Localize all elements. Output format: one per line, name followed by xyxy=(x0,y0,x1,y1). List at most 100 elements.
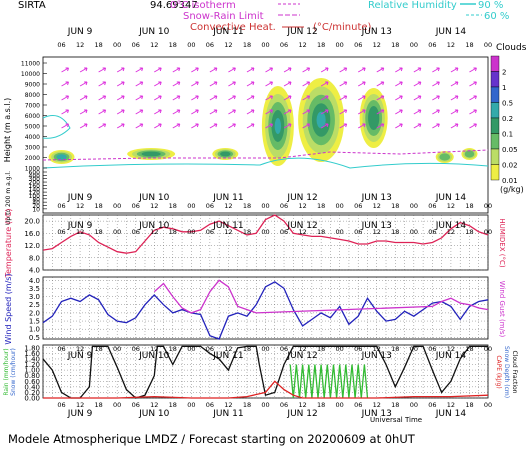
hour-tick-label: 00 xyxy=(484,401,492,409)
ytick-label: 8.0 xyxy=(29,254,40,262)
wind-arrow xyxy=(228,123,236,129)
hour-tick-label: 12 xyxy=(373,202,381,210)
wind-arrow xyxy=(450,109,459,115)
wind-arrow xyxy=(395,109,403,115)
cape-ylabel: CAPE (kJ/g) xyxy=(495,355,502,388)
wind-arrow xyxy=(154,95,162,101)
wind-arrow xyxy=(79,67,88,73)
wind-arrow xyxy=(339,123,348,129)
cloud-ytick: 200 xyxy=(29,180,41,187)
hour-tick-label: 18 xyxy=(317,401,325,409)
wind-arrow xyxy=(98,123,107,129)
day-label-precip: JUN 11 xyxy=(212,351,243,361)
wind-arrow xyxy=(209,123,218,129)
colorbar-label: 1 xyxy=(502,84,506,92)
cloud-fraction-ylabel: Cloud Fraction xyxy=(511,351,518,394)
hour-tick-label: 18 xyxy=(169,401,177,409)
hour-tick-label: 18 xyxy=(391,345,399,353)
cloud-ytick: 120 xyxy=(29,190,41,197)
wind-arrow xyxy=(320,81,329,87)
wind-arrow xyxy=(320,67,329,73)
hour-tick-label: 12 xyxy=(447,401,455,409)
hour-tick-label: 00 xyxy=(261,345,269,353)
wind-arrow xyxy=(79,81,88,87)
cloud-blob-4-4 xyxy=(316,111,326,129)
wind-arrow xyxy=(450,81,459,87)
rh-contour-1 xyxy=(42,115,71,139)
hour-tick-label: 06 xyxy=(428,228,436,236)
wind-arrow xyxy=(79,109,88,115)
rh-label: Relative Humidity xyxy=(368,0,457,11)
colorbar-label: 0.05 xyxy=(502,146,518,154)
wind-arrow xyxy=(432,123,440,129)
hour-tick-label: 18 xyxy=(465,345,473,353)
day-label-temp: JUN 13 xyxy=(361,221,392,231)
hour-tick-label: 00 xyxy=(484,345,492,353)
day-label-top: JUN 13 xyxy=(361,27,392,37)
cloud-ytick: 20 xyxy=(32,203,40,210)
convective-label: Convective Heat. xyxy=(190,22,276,33)
wind-arrow xyxy=(339,81,348,87)
wind-arrow xyxy=(376,81,385,87)
wind-arrow xyxy=(172,109,181,115)
hour-tick-label: 18 xyxy=(317,345,325,353)
cloud-ytick: 8000 xyxy=(25,92,40,99)
wind-arrow xyxy=(320,109,329,115)
day-label-bottom: JUN 11 xyxy=(212,409,243,419)
wind-arrow xyxy=(228,81,236,87)
cloud-field xyxy=(42,67,489,169)
hour-tick-label: 06 xyxy=(280,345,288,353)
ytick-label: 1.60 xyxy=(24,350,40,358)
wind-arrow xyxy=(98,109,107,115)
hour-tick-label: 18 xyxy=(94,41,102,49)
hour-tick-label: 06 xyxy=(280,228,288,236)
colorbar-swatch xyxy=(490,86,500,103)
wind-arrow xyxy=(376,95,385,101)
hour-tick-label: 12 xyxy=(298,228,306,236)
colorbar-swatch xyxy=(490,102,500,119)
wind-arrow xyxy=(135,67,144,73)
cloud-ytick: 6000 xyxy=(25,113,40,120)
cloud-ytick: 10 xyxy=(32,206,40,213)
wind-arrow xyxy=(191,95,199,101)
hour-tick-label: 12 xyxy=(298,401,306,409)
wind-arrow xyxy=(283,81,292,87)
wind-arrow xyxy=(376,109,385,115)
hour-tick-label: 06 xyxy=(354,401,362,409)
hour-tick-label: 12 xyxy=(224,401,232,409)
series-layer xyxy=(42,214,489,399)
hour-tick-label: 00 xyxy=(187,41,195,49)
hour-tick-label: 00 xyxy=(187,401,195,409)
wind-arrow xyxy=(61,109,70,115)
hour-tick-label: 12 xyxy=(224,41,232,49)
hour-tick-label: 06 xyxy=(206,202,214,210)
day-label-bottom: JUN 14 xyxy=(435,409,467,419)
ytick-label: 4.0 xyxy=(29,277,40,285)
cloud-ytick: 100 xyxy=(29,193,41,200)
day-label-top: JUN 14 xyxy=(435,27,467,37)
ytick-label: 1.40 xyxy=(24,355,40,363)
hour-tick-label: 18 xyxy=(391,401,399,409)
ytick-label: 2.0 xyxy=(29,309,40,317)
wind-arrow xyxy=(469,123,477,129)
series-line-cloud-fraction xyxy=(42,345,488,399)
hour-tick-label: 00 xyxy=(484,41,492,49)
cloud-ytick: 5000 xyxy=(25,124,40,131)
snow-depth-ylabel: Snow Depth (cm) xyxy=(503,346,510,398)
wind-arrow xyxy=(283,67,292,73)
day-label-top: JUN 12 xyxy=(286,27,317,37)
wind-arrow xyxy=(191,81,199,87)
wind-arrow xyxy=(116,81,125,87)
cloud-ylabel: Height (m a.s.l.) xyxy=(3,98,12,163)
day-label-bottom: JUN 9 xyxy=(67,409,93,419)
day-label-cloud: JUN 13 xyxy=(361,193,392,203)
hour-tick-label: 06 xyxy=(132,202,140,210)
hour-tick-label: 00 xyxy=(410,401,418,409)
rh-90: 90 % xyxy=(478,0,503,11)
wind-arrow xyxy=(339,95,348,101)
ytick-label: 3.0 xyxy=(29,293,40,301)
hour-tick-label: 06 xyxy=(428,202,436,210)
hour-tick-label: 18 xyxy=(94,401,102,409)
ytick-label: 0.00 xyxy=(24,395,40,403)
wind-arrow xyxy=(283,109,292,115)
